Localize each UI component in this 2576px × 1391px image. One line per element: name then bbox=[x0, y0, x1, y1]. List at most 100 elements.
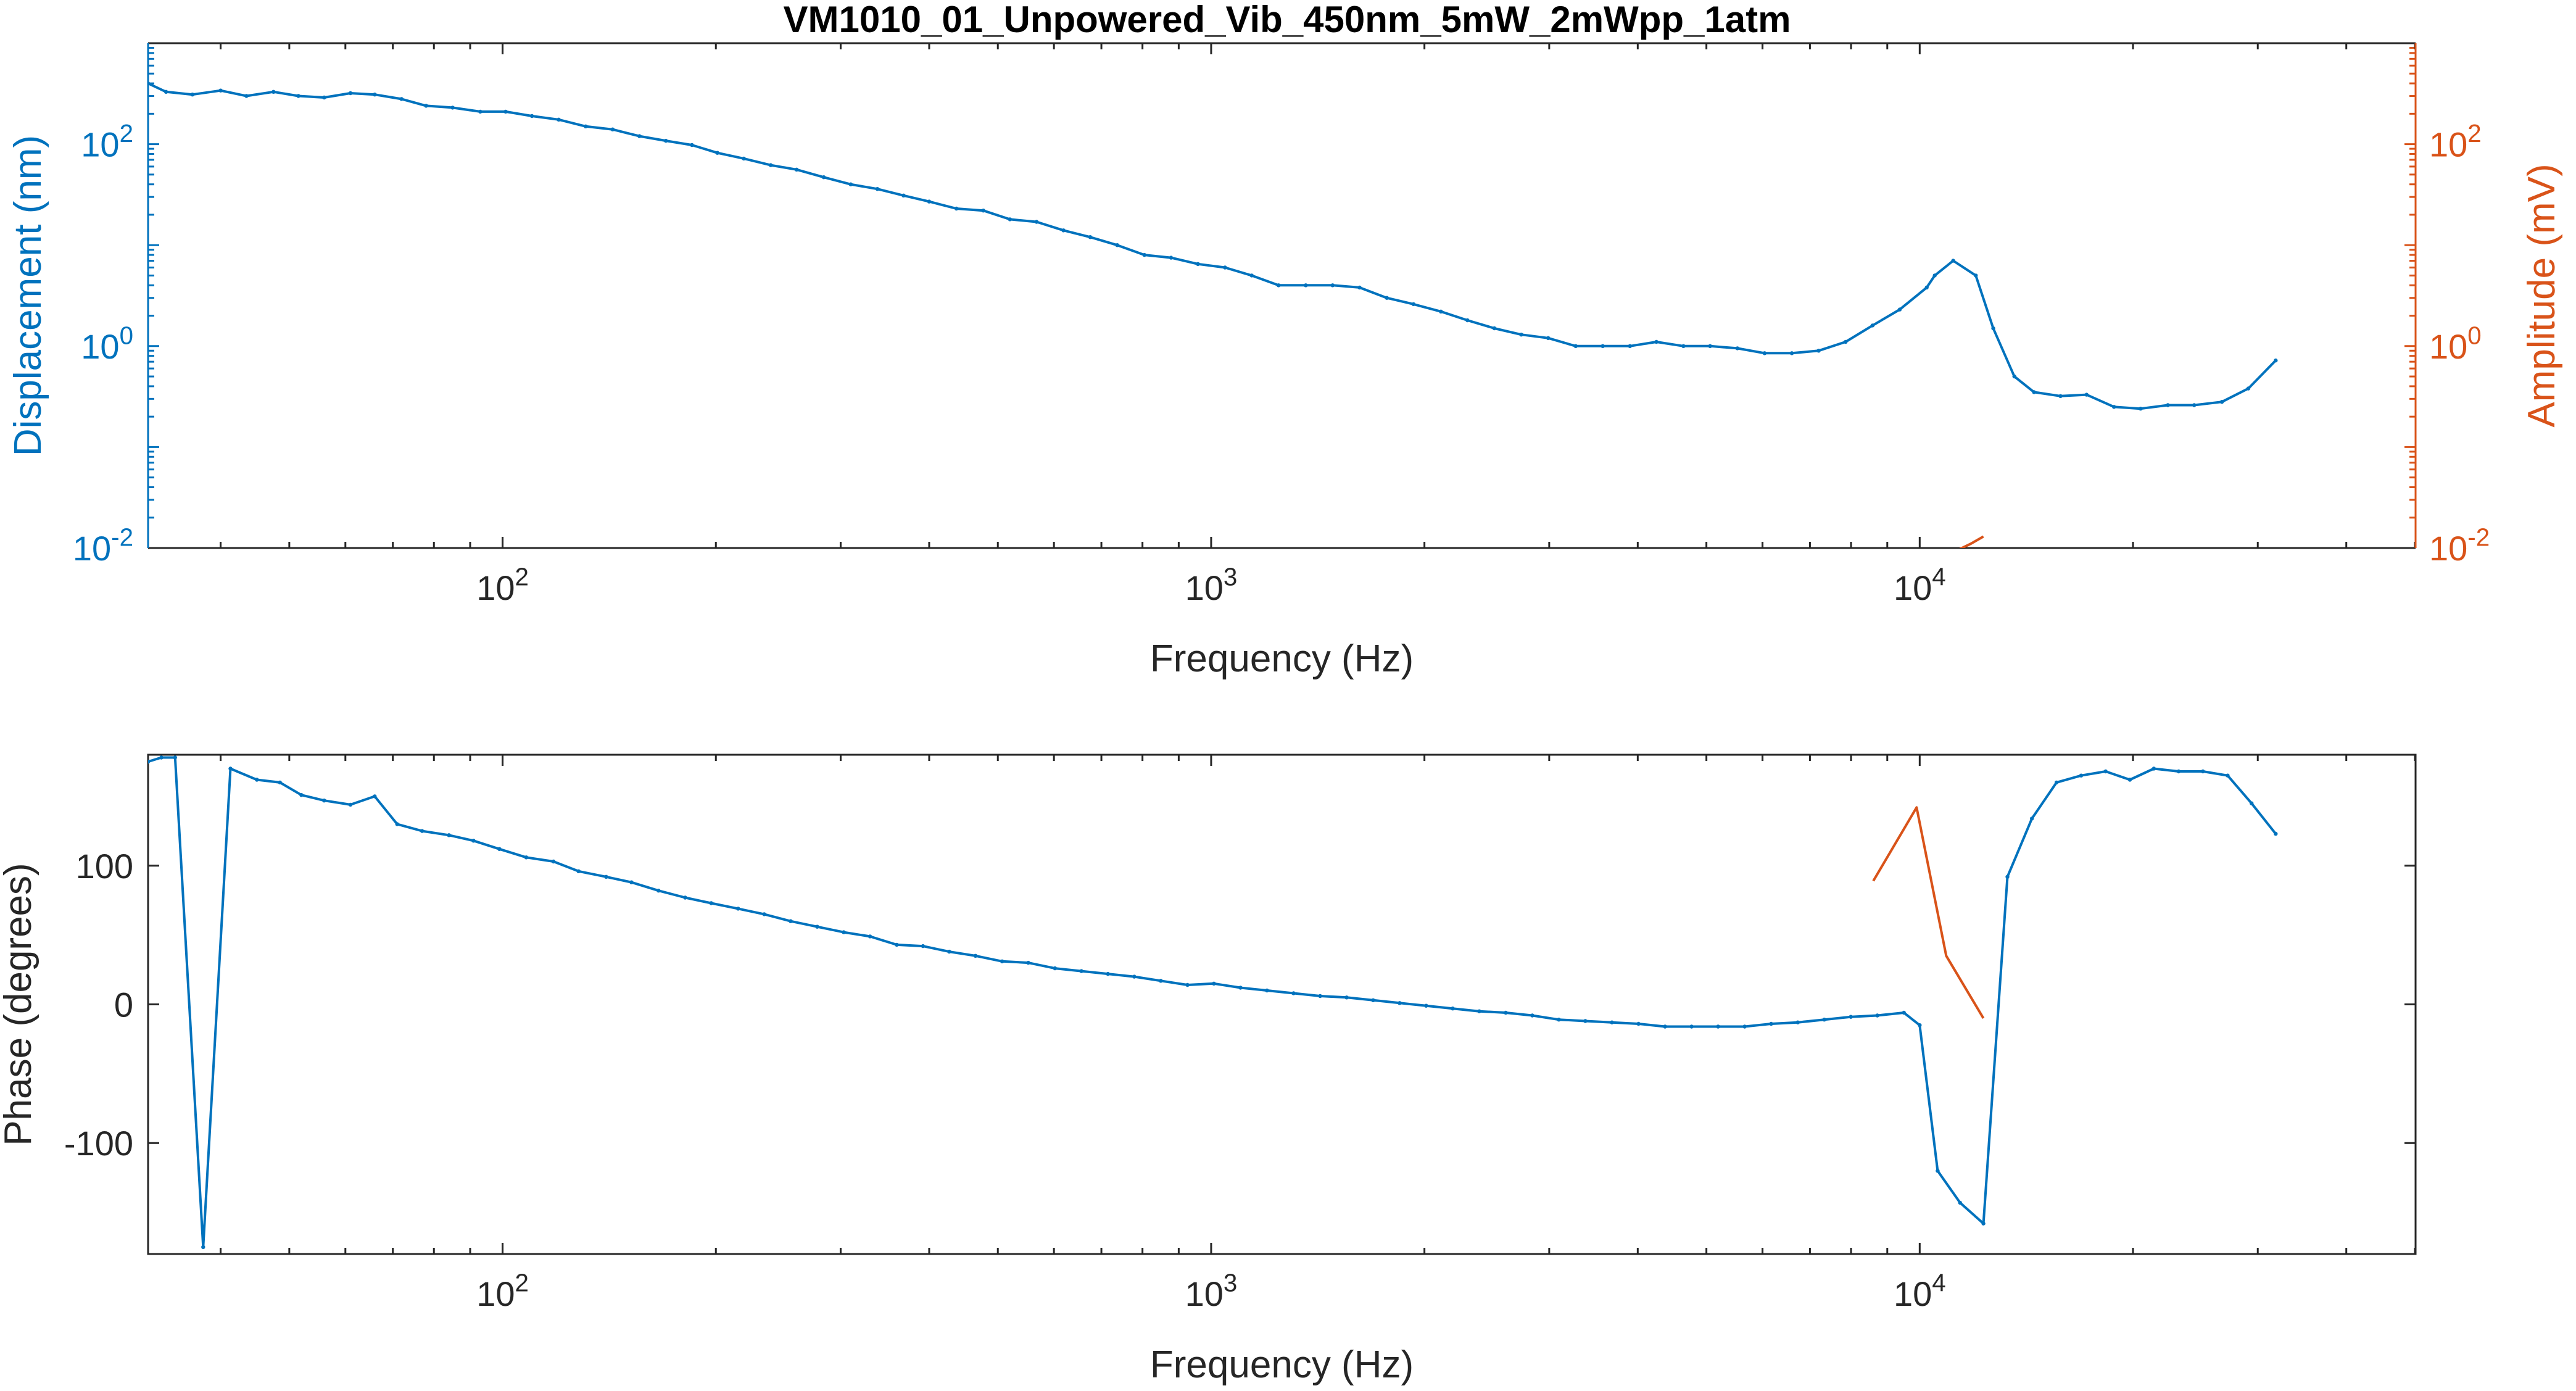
data-point bbox=[244, 94, 249, 98]
data-point bbox=[709, 901, 713, 905]
data-point bbox=[973, 953, 978, 958]
data-point bbox=[524, 855, 529, 860]
data-point bbox=[815, 924, 819, 929]
data-point bbox=[1185, 982, 1190, 987]
data-point bbox=[1530, 1013, 1534, 1018]
data-point bbox=[1196, 262, 1200, 266]
data-point bbox=[715, 151, 719, 155]
data-point bbox=[954, 206, 959, 211]
data-point bbox=[148, 81, 151, 86]
data-point bbox=[148, 760, 151, 764]
data-point bbox=[1238, 986, 1243, 990]
data-point bbox=[1742, 1024, 1747, 1029]
data-point bbox=[373, 93, 377, 97]
data-point bbox=[2192, 403, 2197, 407]
data-point bbox=[1681, 344, 1686, 348]
data-point bbox=[296, 94, 300, 98]
data-point bbox=[1318, 994, 1322, 999]
x-tick-label: 102 bbox=[476, 562, 529, 607]
data-point bbox=[1936, 1169, 1940, 1173]
data-point bbox=[2012, 374, 2016, 379]
data-point bbox=[1142, 252, 1147, 257]
data-point bbox=[1735, 346, 1740, 351]
data-point bbox=[1902, 1010, 1906, 1015]
data-point bbox=[1265, 988, 1269, 993]
data-point bbox=[1924, 285, 1929, 290]
data-point bbox=[1223, 265, 1227, 270]
data-point bbox=[1628, 344, 1632, 348]
data-point bbox=[2246, 386, 2251, 391]
data-point bbox=[1465, 318, 1470, 323]
chart-title: VM1010_01_Unpowered_Vib_450nm_5mW_2mWpp_… bbox=[784, 0, 1791, 40]
data-point bbox=[2274, 831, 2278, 836]
data-point bbox=[875, 187, 880, 191]
data-point bbox=[664, 138, 668, 143]
data-point bbox=[1291, 991, 1296, 995]
data-point bbox=[557, 117, 561, 122]
series-group bbox=[148, 81, 2278, 548]
axes-background bbox=[148, 43, 2416, 548]
data-point bbox=[736, 907, 740, 911]
data-point bbox=[604, 874, 608, 879]
data-point bbox=[1079, 969, 1083, 973]
y-left-tick-label: 102 bbox=[81, 119, 133, 164]
data-point bbox=[1601, 344, 1605, 348]
series-line-2 bbox=[1959, 535, 1984, 548]
data-point bbox=[2032, 390, 2036, 394]
data-point bbox=[299, 793, 304, 797]
data-point bbox=[1932, 273, 1937, 278]
data-point bbox=[901, 193, 906, 197]
y-right-axis-label: Amplitude (mV) bbox=[2520, 164, 2563, 427]
data-point bbox=[1789, 351, 1794, 355]
data-point bbox=[399, 97, 404, 101]
data-point bbox=[1981, 1221, 1986, 1226]
data-point bbox=[1583, 1019, 1588, 1023]
data-point bbox=[656, 889, 661, 893]
data-point bbox=[497, 847, 502, 852]
data-point bbox=[1795, 1020, 1800, 1024]
data-point bbox=[348, 802, 353, 807]
data-point bbox=[848, 182, 853, 186]
y-right-tick-label: 10-2 bbox=[2429, 523, 2490, 568]
data-point bbox=[576, 869, 581, 874]
data-point bbox=[921, 944, 926, 949]
data-point bbox=[1762, 351, 1767, 355]
series-line-2 bbox=[1872, 806, 1985, 1019]
data-point bbox=[1132, 974, 1137, 979]
data-point bbox=[1000, 959, 1004, 964]
data-point bbox=[218, 88, 223, 93]
data-point bbox=[1330, 283, 1335, 288]
data-point bbox=[1716, 1024, 1720, 1029]
data-point bbox=[1034, 220, 1039, 224]
data-point bbox=[947, 949, 951, 954]
data-point bbox=[637, 134, 642, 138]
data-point bbox=[762, 912, 766, 916]
data-point bbox=[278, 780, 282, 785]
data-point bbox=[551, 859, 556, 864]
y-right-tick-label: 102 bbox=[2429, 119, 2482, 164]
data-point bbox=[529, 114, 534, 118]
y-right-tick-label: 100 bbox=[2429, 321, 2482, 366]
data-point bbox=[1816, 349, 1821, 353]
data-point bbox=[2005, 874, 2010, 879]
data-point bbox=[159, 755, 164, 760]
data-point bbox=[1958, 1200, 1962, 1205]
data-point bbox=[2103, 769, 2108, 774]
data-point bbox=[1557, 1018, 1561, 1022]
x-axis-label: Frequency (Hz) bbox=[1150, 1343, 1414, 1386]
data-point bbox=[1875, 1013, 1879, 1018]
data-point bbox=[1492, 326, 1497, 331]
data-point bbox=[1610, 1020, 1614, 1024]
data-point bbox=[821, 175, 826, 180]
data-point bbox=[228, 766, 233, 771]
data-point bbox=[201, 1245, 205, 1250]
data-point bbox=[1951, 259, 1955, 263]
data-point bbox=[794, 167, 799, 172]
y-tick-label: 0 bbox=[114, 986, 133, 1024]
data-point bbox=[1439, 309, 1443, 313]
data-point bbox=[690, 143, 694, 147]
data-point bbox=[868, 934, 872, 939]
data-point bbox=[1870, 323, 1875, 328]
data-point bbox=[1344, 995, 1349, 1000]
